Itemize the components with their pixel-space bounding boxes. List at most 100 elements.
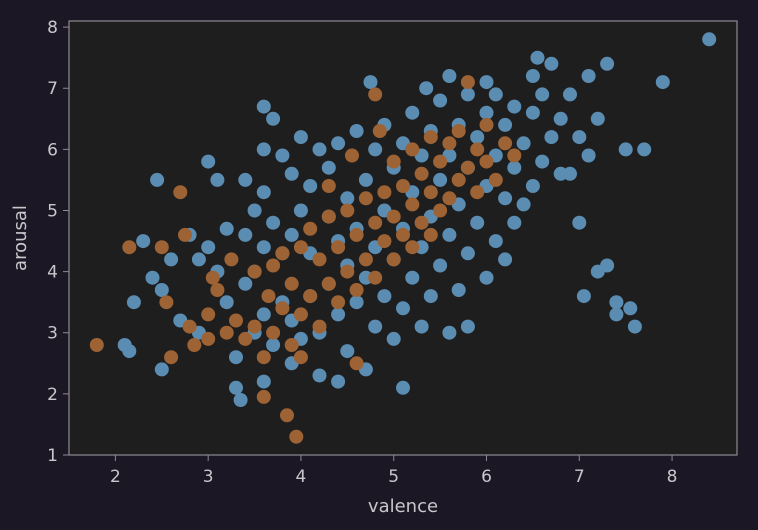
data-point-series-1: [702, 32, 717, 47]
data-point-series-2: [210, 283, 225, 297]
data-point-series-2: [173, 185, 188, 200]
data-point-series-2: [377, 185, 392, 200]
data-point-series-1: [219, 221, 234, 236]
data-point-series-2: [331, 295, 346, 310]
y-axis: 1 2 3 4 5 6 7 8: [47, 18, 69, 466]
data-point-series-2: [396, 227, 410, 242]
data-point-series-1: [331, 136, 346, 151]
data-point-series-2: [154, 240, 169, 255]
data-point-series-2: [238, 331, 253, 346]
data-point-series-1: [154, 362, 169, 377]
data-point-series-1: [201, 154, 216, 169]
y-tick-label: 8: [47, 18, 58, 38]
data-point-series-1: [507, 160, 522, 175]
data-point-series-1: [266, 338, 281, 352]
data-point-series-2: [423, 227, 438, 242]
data-point-series-1: [377, 289, 392, 304]
data-point-series-1: [507, 99, 522, 114]
data-point-series-2: [451, 124, 466, 138]
data-point-series-2: [433, 203, 448, 218]
data-point-series-1: [576, 289, 591, 304]
data-point-series-1: [363, 75, 378, 90]
data-point-series-2: [187, 338, 202, 352]
data-point-series-1: [590, 111, 605, 126]
data-point-series-2: [349, 356, 364, 371]
data-point-series-1: [358, 172, 373, 187]
data-point-series-1: [238, 276, 253, 291]
data-point-series-1: [284, 166, 299, 181]
data-point-series-2: [256, 350, 271, 365]
x-tick-label: 6: [481, 467, 492, 487]
data-point-series-2: [293, 350, 308, 365]
data-point-series-2: [275, 301, 290, 316]
data-point-series-1: [535, 154, 550, 169]
data-point-series-2: [349, 283, 364, 297]
data-point-series-1: [229, 380, 243, 395]
data-point-series-1: [331, 374, 346, 389]
x-axis-label: valence: [368, 496, 438, 517]
data-point-series-2: [368, 270, 383, 285]
data-point-series-1: [396, 380, 410, 395]
y-tick-label: 6: [47, 140, 58, 160]
y-tick-label: 4: [47, 263, 58, 283]
data-point-series-2: [405, 240, 420, 255]
data-point-series-2: [284, 276, 299, 291]
data-point-series-1: [340, 191, 355, 206]
data-point-series-1: [600, 258, 615, 273]
data-point-series-1: [219, 295, 234, 310]
data-point-series-1: [349, 295, 364, 310]
data-point-series-1: [530, 50, 545, 65]
data-point-series-2: [289, 429, 304, 444]
data-point-series-1: [507, 215, 522, 230]
y-tick-label: 1: [47, 446, 58, 466]
data-point-series-2: [451, 172, 466, 187]
data-point-series-1: [498, 117, 513, 132]
x-tick-label: 5: [388, 467, 399, 487]
data-point-series-1: [544, 130, 559, 145]
data-point-series-2: [414, 166, 429, 181]
data-point-series-1: [488, 87, 503, 102]
data-point-series-2: [488, 172, 503, 187]
data-point-series-1: [238, 227, 253, 242]
data-point-series-2: [414, 215, 429, 230]
data-point-series-2: [303, 221, 318, 236]
data-point-series-1: [479, 105, 494, 120]
data-point-series-1: [553, 111, 568, 126]
data-point-series-1: [349, 124, 364, 138]
data-point-series-2: [358, 252, 373, 267]
data-point-series-1: [303, 179, 318, 193]
data-point-series-1: [627, 319, 642, 334]
data-point-series-1: [525, 69, 540, 83]
data-point-series-2: [164, 350, 179, 365]
data-point-series-1: [609, 295, 624, 310]
data-point-series-1: [368, 319, 383, 334]
data-point-series-1: [419, 81, 434, 96]
data-point-series-1: [122, 344, 137, 359]
data-point-series-1: [126, 295, 141, 310]
scatter-points: [89, 32, 717, 444]
data-point-series-1: [563, 166, 577, 181]
data-point-series-2: [182, 319, 197, 334]
data-point-series-2: [460, 160, 475, 175]
data-point-series-2: [470, 142, 485, 157]
data-point-series-2: [358, 191, 373, 206]
data-point-series-2: [224, 252, 239, 267]
data-point-series-1: [609, 307, 624, 322]
data-point-series-1: [145, 270, 160, 285]
data-point-series-2: [460, 75, 475, 90]
data-point-series-1: [150, 172, 165, 187]
data-point-series-1: [201, 240, 216, 255]
data-point-series-1: [655, 75, 670, 90]
plot-frame: [68, 20, 738, 456]
data-point-series-1: [433, 258, 448, 273]
data-point-series-2: [256, 389, 271, 404]
data-point-series-1: [488, 234, 503, 249]
data-point-series-1: [600, 56, 615, 71]
data-point-series-1: [164, 252, 179, 267]
data-point-series-1: [470, 215, 485, 230]
data-point-series-2: [159, 295, 174, 310]
data-point-series-1: [451, 283, 466, 297]
data-point-series-2: [442, 136, 457, 151]
data-point-series-2: [284, 338, 299, 352]
data-point-series-2: [340, 203, 355, 218]
